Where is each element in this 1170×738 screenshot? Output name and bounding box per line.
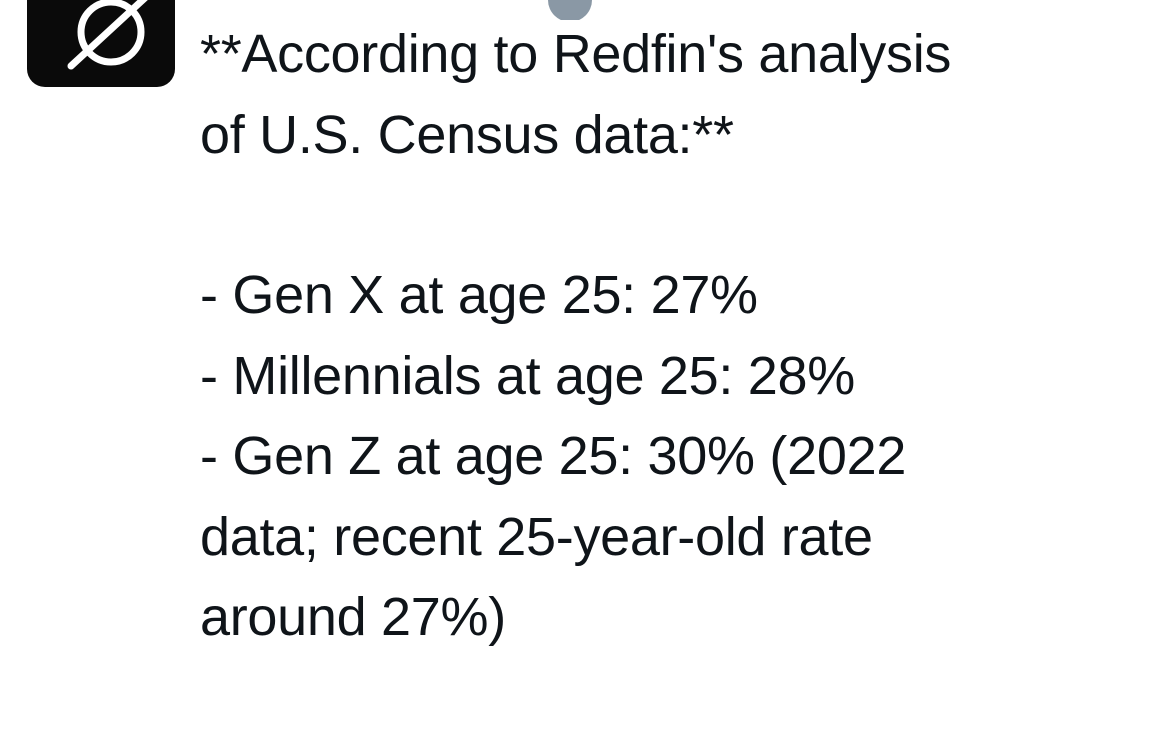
top-decor bbox=[548, 0, 592, 20]
text-line: of U.S. Census data:** bbox=[200, 104, 734, 165]
avatar[interactable] bbox=[27, 0, 175, 87]
cut-off-icon bbox=[548, 0, 592, 20]
text-line: - Gen Z at age 25: 30% (2022 bbox=[200, 426, 907, 486]
text-line: - Gen X at age 25: 27% bbox=[200, 265, 758, 325]
text-line: **According to Redfin's analysis bbox=[200, 24, 952, 84]
text-line: data; recent 25-year-old rate bbox=[200, 506, 873, 567]
post-text: **According to Redfin's analysis of U.S. … bbox=[200, 14, 951, 658]
text-line: around 27%) bbox=[200, 587, 506, 647]
text-line: - Millennials at age 25: 28% bbox=[200, 345, 855, 406]
